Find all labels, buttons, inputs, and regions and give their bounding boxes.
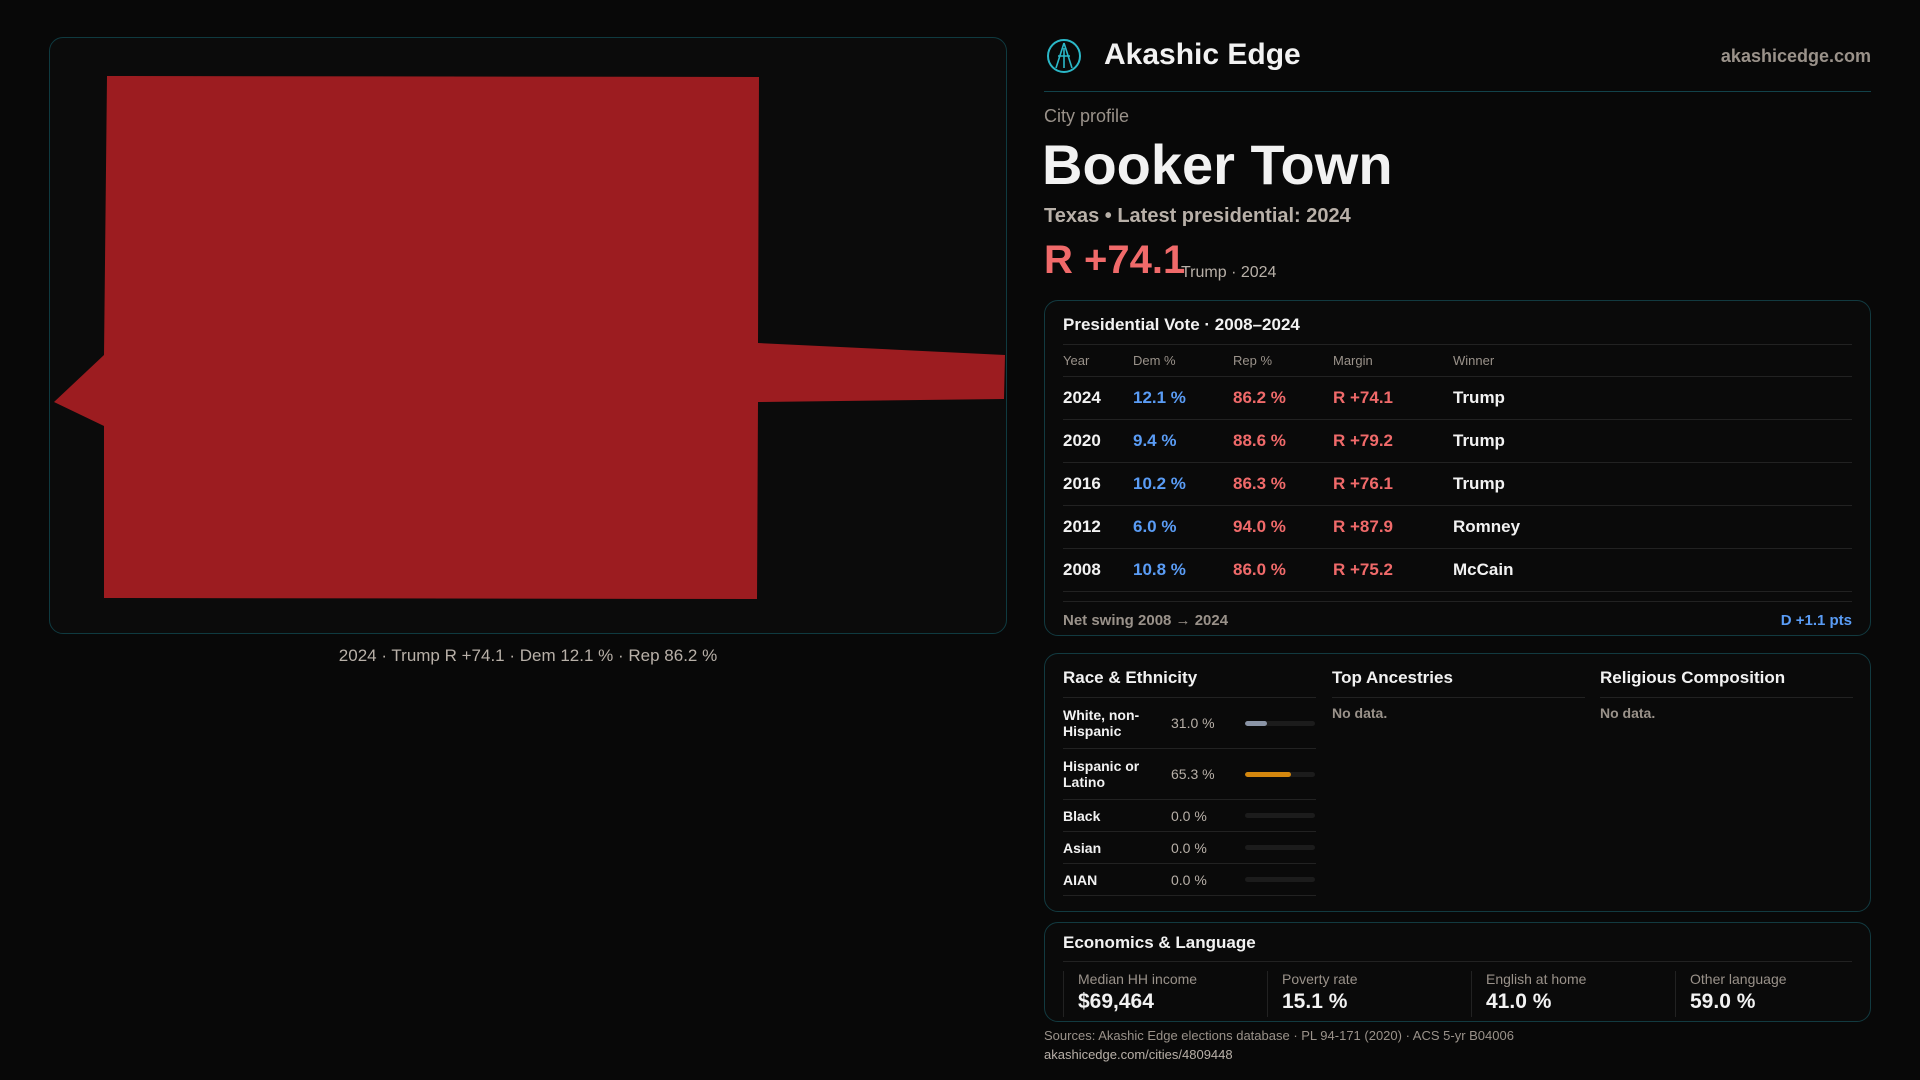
headline-margin: R +74.1: [1044, 238, 1186, 282]
cell-margin: R +87.9: [1333, 505, 1453, 549]
swing-value: D +1.1 pts: [1780, 612, 1852, 629]
race-pct: 31.0 %: [1171, 715, 1215, 731]
race-bar-fill: [1245, 720, 1267, 726]
race-bar: [1245, 771, 1315, 777]
race-label: White, non-Hispanic: [1063, 707, 1140, 739]
econ-stat: Median HH income $69,464: [1063, 971, 1267, 1017]
cell-winner: Trump: [1453, 376, 1852, 420]
col-dem: Dem %: [1133, 345, 1233, 377]
cell-year: 2020: [1063, 419, 1133, 463]
col-year: Year: [1063, 345, 1133, 377]
page-url[interactable]: akashicedge.com/cities/4809448: [1044, 1047, 1233, 1062]
headline-margin-note: Trump · 2024: [1181, 264, 1277, 281]
race-label: Hispanic or Latino: [1063, 758, 1140, 790]
cell-winner: McCain: [1453, 548, 1852, 592]
race-bar: [1245, 813, 1315, 818]
stat-label: Poverty rate: [1282, 971, 1358, 987]
logo-icon: [1046, 38, 1082, 79]
economics-card: Economics & Language Median HH income $69…: [1044, 922, 1871, 1022]
race-pct: 0.0 %: [1171, 839, 1207, 856]
map-panel: [49, 37, 1007, 634]
vote-table: Year Dem % Rep % Margin Winner 2024 12.1 …: [1063, 345, 1852, 592]
city-boundary-shape[interactable]: [54, 76, 1005, 599]
race-bar: [1245, 877, 1315, 882]
col-margin: Margin: [1333, 345, 1453, 377]
vote-row: 2012 6.0 % 94.0 % R +87.9 Romney: [1063, 505, 1852, 549]
cell-dem: 10.2 %: [1133, 462, 1233, 506]
cell-rep: 86.3 %: [1233, 462, 1333, 506]
cell-winner: Romney: [1453, 505, 1852, 549]
race-row: Asian 0.0 %: [1063, 832, 1316, 864]
map-caption: 2024 · Trump R +74.1 · Dem 12.1 % · Rep …: [338, 646, 718, 665]
race-row: Black 0.0 %: [1063, 800, 1316, 832]
site-link[interactable]: akashicedge.com: [1720, 46, 1871, 66]
vote-row: 2020 9.4 % 88.6 % R +79.2 Trump: [1063, 419, 1852, 463]
vote-card-title: Presidential Vote · 2008–2024: [1063, 315, 1852, 345]
cell-dem: 6.0 %: [1133, 505, 1233, 549]
race-pct: 0.0 %: [1171, 807, 1207, 824]
stat-label: Other language: [1690, 971, 1787, 987]
cell-dem: 10.8 %: [1133, 548, 1233, 592]
cell-rep: 94.0 %: [1233, 505, 1333, 549]
econ-stat: Poverty rate 15.1 %: [1267, 971, 1471, 1017]
cell-margin: R +76.1: [1333, 462, 1453, 506]
race-bar-fill: [1245, 771, 1291, 777]
swing-label: Net swing 2008 → 2024: [1063, 612, 1229, 629]
demographics-card: Race & Ethnicity White, non-Hispanic 31.0…: [1044, 653, 1871, 912]
cell-margin: R +79.2: [1333, 419, 1453, 463]
ancestries-title: Top Ancestries: [1332, 668, 1585, 698]
vote-row: 2024 12.1 % 86.2 % R +74.1 Trump: [1063, 376, 1852, 420]
race-label: Black: [1063, 807, 1101, 824]
race-title: Race & Ethnicity: [1063, 668, 1316, 698]
page-subtitle: Texas • Latest presidential: 2024: [1044, 205, 1351, 227]
page-kicker: City profile: [1044, 106, 1130, 126]
race-row: Hispanic or Latino 65.3 %: [1063, 749, 1316, 800]
race-pct: 65.3 %: [1171, 766, 1215, 782]
cell-rep: 86.0 %: [1233, 548, 1333, 592]
cell-dem: 12.1 %: [1133, 376, 1233, 420]
econ-stat: Other language 59.0 %: [1675, 971, 1879, 1017]
race-bar: [1245, 845, 1315, 850]
stat-value: 59.0 %: [1690, 990, 1756, 1013]
ancestries-empty: No data.: [1332, 705, 1388, 721]
race-list: White, non-Hispanic 31.0 % Hispanic or Lat…: [1063, 698, 1316, 896]
cell-winner: Trump: [1453, 419, 1852, 463]
cell-rep: 86.2 %: [1233, 376, 1333, 420]
col-rep: Rep %: [1233, 345, 1333, 377]
sources-note: Sources: Akashic Edge elections database…: [1044, 1028, 1514, 1043]
religion-title: Religious Composition: [1600, 668, 1853, 698]
cell-margin: R +74.1: [1333, 376, 1453, 420]
religion-empty: No data.: [1600, 705, 1656, 721]
race-pct: 0.0 %: [1171, 871, 1207, 888]
cell-dem: 9.4 %: [1133, 419, 1233, 463]
vote-row: 2016 10.2 % 86.3 % R +76.1 Trump: [1063, 462, 1852, 506]
cell-year: 2024: [1063, 376, 1133, 420]
cell-year: 2012: [1063, 505, 1133, 549]
race-bar: [1245, 720, 1315, 726]
city-boundary-map: [54, 76, 1005, 599]
stat-value: 15.1 %: [1282, 990, 1348, 1013]
stat-value: 41.0 %: [1486, 990, 1552, 1013]
stat-label: Median HH income: [1078, 971, 1198, 987]
econ-stat: English at home 41.0 %: [1471, 971, 1675, 1017]
stat-label: English at home: [1486, 971, 1587, 987]
cell-rep: 88.6 %: [1233, 419, 1333, 463]
page-title: Booker Town: [1042, 133, 1393, 196]
cell-winner: Trump: [1453, 462, 1852, 506]
race-row: White, non-Hispanic 31.0 %: [1063, 698, 1316, 749]
brand-name: Akashic Edge: [1104, 38, 1301, 71]
header-divider: [1044, 91, 1871, 92]
stat-value: $69,464: [1078, 990, 1154, 1013]
race-label: AIAN: [1063, 871, 1098, 888]
race-row: AIAN 0.0 %: [1063, 864, 1316, 896]
vote-row: 2008 10.8 % 86.0 % R +75.2 McCain: [1063, 548, 1852, 592]
presidential-vote-card: Presidential Vote · 2008–2024 Year Dem %…: [1044, 300, 1871, 636]
cell-margin: R +75.2: [1333, 548, 1453, 592]
cell-year: 2008: [1063, 548, 1133, 592]
econ-title: Economics & Language: [1063, 933, 1852, 962]
cell-year: 2016: [1063, 462, 1133, 506]
race-label: Asian: [1063, 839, 1102, 856]
col-winner: Winner: [1453, 345, 1852, 377]
